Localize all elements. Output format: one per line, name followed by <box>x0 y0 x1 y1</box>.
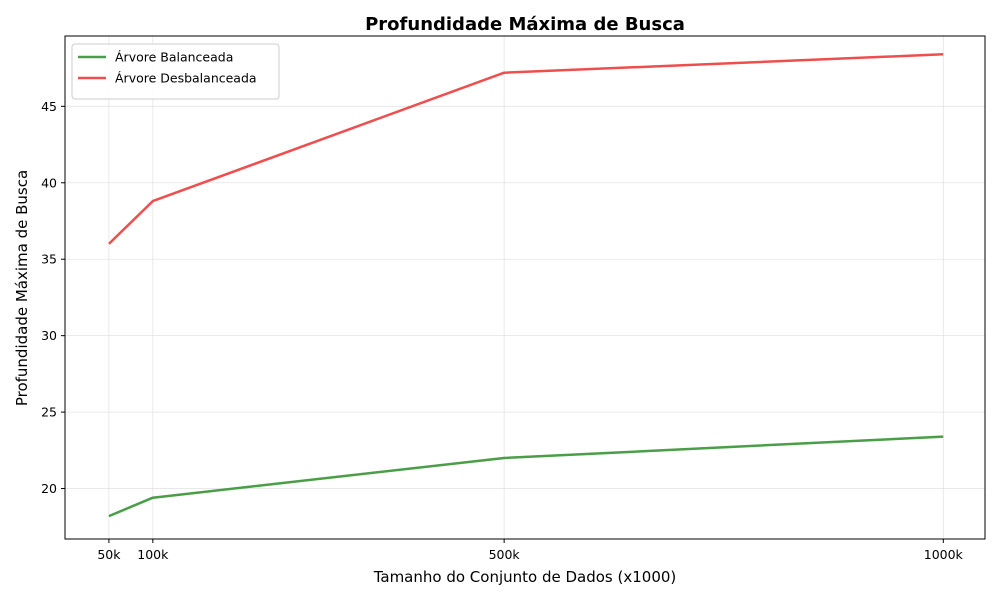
grid <box>65 36 985 539</box>
y-tick-label: 30 <box>41 328 57 343</box>
y-tick-label: 40 <box>41 175 57 190</box>
legend: Árvore Balanceada Árvore Desbalanceada <box>71 43 280 100</box>
series-line-1 <box>108 53 944 245</box>
y-axis-label: Profundidade Máxima de Busca <box>13 170 31 406</box>
y-tick-label: 25 <box>41 405 57 420</box>
x-axis-label: Tamanho do Conjunto de Dados (x1000) <box>373 568 677 586</box>
series-line-0 <box>108 435 944 518</box>
y-tick-label: 20 <box>41 481 57 496</box>
y-tick-label: 45 <box>41 99 57 114</box>
x-tick-label: 50k <box>97 547 121 562</box>
series-lines <box>108 53 944 518</box>
y-tick-label: 35 <box>41 252 57 267</box>
chart-title: Profundidade Máxima de Busca <box>365 14 685 35</box>
x-tick-label: 100k <box>137 547 169 562</box>
x-tick-label: 500k <box>489 547 521 562</box>
legend-label: Árvore Desbalanceada <box>115 71 257 86</box>
plot-frame <box>64 35 986 540</box>
axis-ticks: 50k 100k 500k 1000k 20 25 30 35 40 45 <box>41 99 963 562</box>
legend-box <box>71 43 280 100</box>
legend-label: Árvore Balanceada <box>115 50 233 65</box>
x-tick-label: 1000k <box>924 547 964 562</box>
